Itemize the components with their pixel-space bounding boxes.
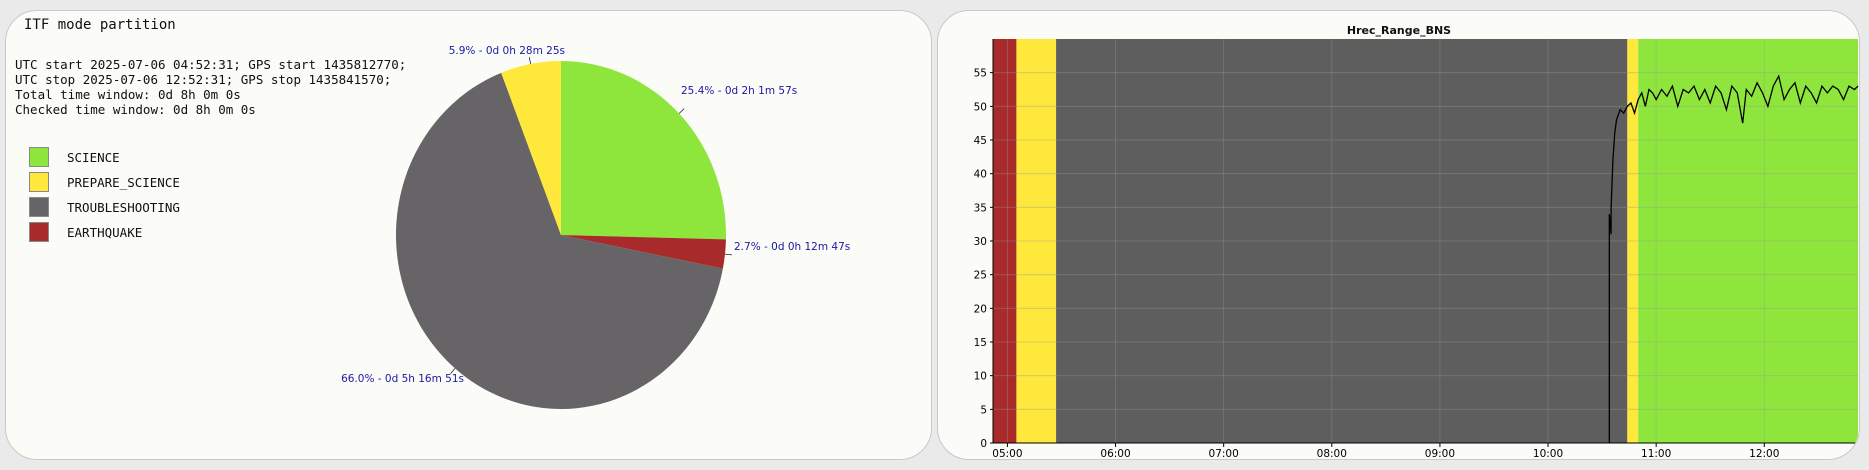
info-line-utc-start: UTC start 2025-07-06 04:52:31; GPS start… [15, 57, 407, 72]
pie-leader-line [450, 368, 456, 374]
x-tick-label: 08:00 [1317, 448, 1347, 460]
y-tick-label: 20 [974, 303, 987, 315]
x-tick-label: 06:00 [1100, 448, 1130, 460]
legend-label: PREPARE_SCIENCE [67, 175, 180, 190]
series-line [1608, 74, 1859, 443]
y-tick-label: 45 [974, 135, 987, 147]
info-line-total-window: Total time window: 0d 8h 0m 0s [15, 87, 241, 102]
pie-slice-prepare-science [501, 61, 561, 235]
band-prepare-science [1016, 39, 1057, 443]
pie-slice-science [561, 61, 727, 240]
y-tick-label: 5 [980, 404, 987, 416]
pie-leader-line [528, 57, 531, 65]
info-line-utc-stop: UTC stop 2025-07-06 12:52:31; GPS stop 1… [15, 72, 392, 87]
x-tick-label: 05:00 [992, 448, 1022, 460]
time-window-info: UTC start 2025-07-06 04:52:31; GPS start… [15, 57, 406, 117]
x-tick-label: 11:00 [1641, 448, 1671, 460]
x-tick-label: 12:00 [1749, 448, 1779, 460]
info-line-checked-window: Checked time window: 0d 8h 0m 0s [15, 102, 256, 117]
x-tick-label: 10:00 [1533, 448, 1563, 460]
x-tick-label: 09:00 [1425, 448, 1455, 460]
pie-slice-label: 25.4% - 0d 2h 1m 57s [681, 85, 797, 97]
y-tick-label: 25 [974, 270, 987, 282]
line-chart: Hrec_Range_BNS 0 5 10 15 20 25 30 35 40 45 50 55 05:0… [974, 24, 1859, 460]
pie-leader-line [724, 253, 733, 256]
y-tick-label: 10 [974, 371, 987, 383]
band-earthquake [993, 39, 1017, 443]
pie-leader-line [678, 108, 685, 114]
legend-label: EARTHQUAKE [67, 225, 143, 240]
band-science [1638, 39, 1858, 443]
y-tick-label: 40 [974, 169, 987, 181]
mode-partition-panel: ITF mode partition UTC start 2025-07-06 … [5, 10, 932, 460]
y-tick-label: 30 [974, 236, 987, 248]
pie-slice-label: 5.9% - 0d 0h 28m 25s [449, 45, 565, 57]
y-tick-label: 0 [980, 438, 987, 450]
legend-swatch [29, 147, 49, 167]
y-tick-label: 50 [974, 101, 987, 113]
x-tick-label: 07:00 [1209, 448, 1239, 460]
pie-chart: 25.4% - 0d 2h 1m 57s 2.7% - 0d 0h 12m 47s… [341, 45, 850, 409]
band-prepare-science [1627, 39, 1639, 443]
pie-slice-earthquake [561, 235, 726, 269]
legend-swatch [29, 172, 49, 192]
pie-slice-label: 2.7% - 0d 0h 12m 47s [734, 241, 850, 253]
pie-slice-label: 66.0% - 0d 5h 16m 51s [341, 373, 464, 385]
legend-label: SCIENCE [67, 150, 120, 165]
band-troubleshooting [1056, 39, 1628, 443]
pie-slice-troubleshooting [396, 72, 723, 409]
legend-swatch [29, 197, 49, 217]
range-plot-panel: Hrec_Range_BNS 0 5 10 15 20 25 30 35 40 45 50 55 05:0… [937, 10, 1860, 460]
y-tick-label: 15 [974, 337, 987, 349]
panel-title: ITF mode partition [24, 17, 176, 33]
y-tick-label: 35 [974, 202, 987, 214]
y-tick-label: 55 [974, 68, 987, 80]
legend-label: TROUBLESHOOTING [67, 200, 180, 215]
legend-swatch [29, 222, 49, 242]
chart-title: Hrec_Range_BNS [1347, 24, 1451, 37]
